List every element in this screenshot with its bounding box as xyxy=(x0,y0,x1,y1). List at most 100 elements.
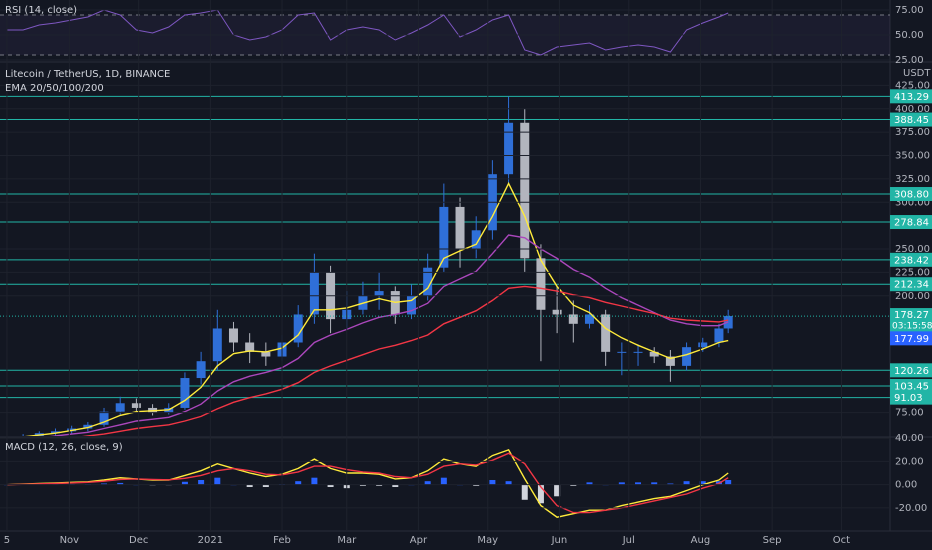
x-tick-label: 5 xyxy=(4,535,10,546)
axis-unit: USDT xyxy=(903,68,931,79)
macd-histogram-bar xyxy=(618,482,625,485)
macd-histogram-bar xyxy=(699,481,706,485)
macd-histogram-bar xyxy=(505,481,512,485)
x-tick-label: Oct xyxy=(833,535,850,546)
candle-body xyxy=(601,314,611,352)
indicator-label: EMA 20/50/100/200 xyxy=(5,83,104,94)
signal-line xyxy=(6,452,729,514)
y-tick-label: 200.00 xyxy=(895,291,930,302)
candle-body xyxy=(439,206,449,268)
ema-line xyxy=(81,285,729,436)
macd-histogram-bar xyxy=(327,484,334,487)
x-tick-label: Mar xyxy=(337,535,357,546)
candle-body xyxy=(682,347,692,366)
y-tick-label: 300.00 xyxy=(895,197,930,208)
candle-body xyxy=(665,356,675,366)
candle-body xyxy=(649,351,659,357)
macd-histogram-bar xyxy=(311,477,318,485)
last-price-label: 178.27 xyxy=(894,310,929,321)
macd-histogram-bar xyxy=(392,484,399,487)
x-tick-label: Feb xyxy=(273,535,291,546)
macd-histogram-bar xyxy=(376,484,383,486)
y-tick-label: 0.00 xyxy=(895,480,917,491)
level-label: 308.80 xyxy=(894,190,929,201)
candle-body xyxy=(131,403,141,408)
level-label-box xyxy=(890,379,932,394)
rsi-line xyxy=(6,9,729,56)
candle-body xyxy=(617,351,627,353)
y-tick-label: 75.00 xyxy=(895,5,924,16)
candle-body xyxy=(423,267,433,296)
macd-histogram-bar xyxy=(667,483,674,485)
rsi-title: RSI (14, close) xyxy=(5,5,77,16)
candle-body xyxy=(552,309,562,315)
level-label-box xyxy=(890,89,932,104)
macd-histogram-bar xyxy=(521,484,528,500)
x-tick-label: Apr xyxy=(410,535,428,546)
level-label: 120.26 xyxy=(894,366,929,377)
macd-histogram-bar xyxy=(635,482,642,485)
macd-histogram-bar xyxy=(473,484,480,486)
y-tick-label: 375.00 xyxy=(895,127,930,138)
level-label-box xyxy=(890,390,932,405)
level-label: 238.42 xyxy=(894,255,929,266)
macd-histogram-bar xyxy=(651,482,658,485)
macd-histogram-bar xyxy=(725,480,732,485)
candle-body xyxy=(180,378,190,408)
candle-body xyxy=(115,403,125,412)
level-label-box xyxy=(890,187,932,202)
y-tick-label: -20.00 xyxy=(895,503,927,514)
y-tick-label: 20.00 xyxy=(895,456,924,467)
y-tick-label: 40.00 xyxy=(895,433,924,444)
last-price-box xyxy=(890,308,932,335)
y-tick-label: 25.00 xyxy=(895,55,924,66)
macd-histogram-bar xyxy=(489,480,496,485)
macd-histogram-bar xyxy=(295,481,302,485)
level-label: 413.29 xyxy=(894,92,929,103)
candle-body xyxy=(406,295,416,315)
macd-histogram-bar xyxy=(440,477,447,485)
candle-body xyxy=(471,230,481,249)
level-label: 212.34 xyxy=(894,280,929,291)
macd-histogram-bar xyxy=(554,484,561,497)
x-tick-label: Aug xyxy=(691,535,711,546)
level-label-box xyxy=(890,215,932,230)
candle-body xyxy=(309,272,319,315)
y-tick-label: 325.00 xyxy=(895,174,930,185)
macd-histogram-bar xyxy=(586,482,593,485)
x-tick-label: 2021 xyxy=(198,535,223,546)
candle-body xyxy=(245,342,255,352)
macd-histogram-bar xyxy=(181,481,188,485)
y-tick-label: 400.00 xyxy=(895,104,930,115)
y-tick-label: 425.00 xyxy=(895,80,930,91)
candle-body xyxy=(633,351,643,353)
x-tick-label: Nov xyxy=(60,535,80,546)
ema-line xyxy=(49,234,729,436)
x-tick-label: Jun xyxy=(551,535,568,546)
y-tick-label: 75.00 xyxy=(895,408,924,419)
candle-body xyxy=(536,258,546,310)
candle-body xyxy=(83,424,93,429)
level-label: 388.45 xyxy=(894,115,929,126)
candle-body xyxy=(374,291,384,296)
rsi-pane xyxy=(0,9,890,56)
macd-histogram-bar xyxy=(262,484,269,487)
x-tick-label: May xyxy=(477,535,498,546)
candle-body xyxy=(520,122,530,259)
candle-body xyxy=(504,122,514,175)
macd-histogram-bar xyxy=(683,481,690,485)
candle-body xyxy=(50,431,60,434)
candle-body xyxy=(568,314,578,324)
y-tick-label: 50.00 xyxy=(895,30,924,41)
candle-body xyxy=(261,351,271,357)
chart-title: Litecoin / TetherUS, 1D, BINANCE xyxy=(5,69,170,80)
x-tick-label: Sep xyxy=(763,535,782,546)
macd-histogram-bar xyxy=(214,477,221,485)
candle-body xyxy=(455,206,465,249)
level-label-box xyxy=(890,363,932,378)
candle-body xyxy=(714,328,724,343)
macd-histogram-bar xyxy=(101,483,108,485)
level-label: 103.45 xyxy=(894,382,929,393)
